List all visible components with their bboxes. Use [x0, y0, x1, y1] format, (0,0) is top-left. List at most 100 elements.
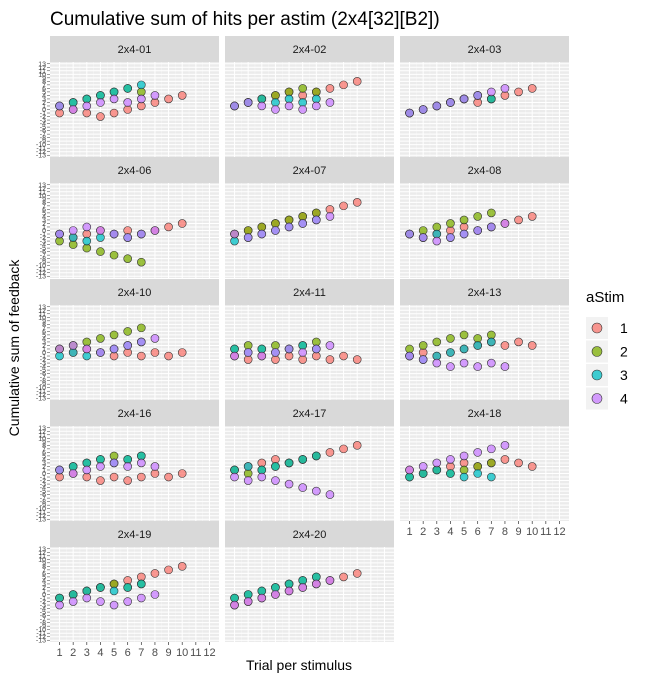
- y-tick-label: -13: [36, 638, 46, 645]
- data-point: [473, 212, 482, 221]
- y-tick-label: 4: [42, 93, 46, 100]
- data-point: [123, 476, 132, 485]
- facet-label: 2x4-11: [293, 287, 326, 299]
- y-tick-label: 1: [42, 103, 46, 110]
- y-tick-label: 2: [42, 100, 46, 107]
- data-point: [527, 341, 537, 350]
- y-tick-label: 4: [42, 336, 46, 343]
- x-tick-label: 5: [461, 526, 467, 538]
- y-tick-label: -12: [36, 513, 46, 520]
- data-point: [298, 105, 307, 114]
- y-tick-label: -4: [40, 242, 46, 249]
- y-tick-label: 5: [42, 89, 46, 96]
- y-tick-label: -10: [36, 142, 46, 149]
- y-tick-label: 0: [42, 107, 46, 114]
- data-point: [123, 98, 132, 107]
- data-point: [177, 348, 187, 357]
- facet-strip: [225, 400, 394, 426]
- y-tick-label: 7: [42, 82, 46, 89]
- y-tick-label: 7: [42, 567, 46, 574]
- y-tick-label: -2: [40, 235, 46, 242]
- y-tick-label: -3: [40, 239, 46, 246]
- data-point: [527, 212, 537, 221]
- data-point: [257, 101, 267, 111]
- legend-key: [591, 322, 603, 334]
- data-point: [257, 593, 267, 603]
- y-tick-label: -8: [40, 499, 46, 506]
- data-point: [177, 469, 187, 478]
- data-point: [137, 458, 146, 468]
- data-point: [271, 226, 280, 235]
- y-tick-label: 7: [42, 446, 46, 453]
- y-tick-label: 10: [38, 193, 46, 200]
- data-point: [527, 462, 537, 471]
- y-tick-label: -10: [36, 506, 46, 513]
- data-point: [123, 341, 132, 350]
- y-tick-label: 12: [38, 550, 46, 557]
- y-tick-label: -2: [40, 478, 46, 485]
- data-point: [487, 472, 496, 482]
- legend-title: aStim: [586, 289, 624, 306]
- data-point: [150, 569, 160, 578]
- data-point: [446, 219, 455, 228]
- legend-label: 2: [620, 344, 628, 360]
- data-point: [284, 479, 294, 489]
- data-point: [325, 448, 335, 457]
- facet-strip: [50, 400, 219, 426]
- data-point: [500, 455, 510, 464]
- y-tick-label: 10: [38, 557, 46, 564]
- data-point: [109, 229, 119, 239]
- x-tick-label: 4: [447, 526, 453, 538]
- y-tick-label: 3: [42, 339, 46, 346]
- legend-key: [591, 393, 603, 404]
- data-point: [487, 358, 496, 368]
- data-point: [312, 579, 321, 589]
- data-point: [487, 444, 496, 454]
- facet-panel: 2x4-06-13-12-11-10-9-8-7-6-5-4-3-2-10123…: [36, 157, 219, 281]
- y-tick-label: -11: [36, 631, 46, 638]
- data-point: [96, 583, 105, 592]
- y-tick-label: -2: [40, 114, 46, 121]
- data-point: [325, 355, 335, 364]
- y-tick-label: -10: [36, 263, 46, 270]
- y-tick-label: -4: [40, 485, 46, 492]
- data-point: [243, 476, 253, 485]
- data-point: [527, 84, 537, 93]
- data-point: [352, 77, 362, 86]
- data-point: [352, 198, 362, 207]
- data-point: [432, 458, 442, 468]
- x-axis-label: Trial per stimulus: [246, 657, 352, 673]
- facet-strip: [225, 36, 394, 62]
- data-point: [243, 233, 253, 242]
- data-point: [55, 465, 64, 475]
- x-tick-label: 8: [152, 647, 158, 659]
- y-tick-label: 0: [42, 228, 46, 235]
- y-tick-label: -7: [40, 496, 46, 503]
- y-tick-label: 0: [42, 350, 46, 357]
- data-point: [271, 462, 280, 471]
- y-tick-label: 1: [42, 588, 46, 595]
- facet-strip: [50, 279, 219, 305]
- x-tick-label: 12: [553, 526, 565, 538]
- facet-label: 2x4-01: [118, 44, 152, 56]
- data-point: [473, 469, 482, 478]
- facet-label: 2x4-18: [468, 408, 502, 420]
- facet-strip: [225, 279, 394, 305]
- facet-panel: 2x4-17: [225, 400, 394, 521]
- data-point: [500, 362, 510, 371]
- data-point: [325, 84, 335, 93]
- data-point: [164, 565, 173, 575]
- data-point: [109, 458, 119, 468]
- data-point: [473, 362, 482, 371]
- y-tick-label: 3: [42, 217, 46, 224]
- data-point: [339, 80, 348, 90]
- facet-strip: [225, 157, 394, 183]
- y-tick-label: -4: [40, 121, 46, 128]
- data-point: [312, 451, 321, 461]
- y-tick-label: -13: [36, 153, 46, 160]
- data-point: [459, 215, 469, 225]
- data-point: [500, 341, 510, 350]
- y-tick-label: -1: [40, 232, 46, 239]
- legend-key: [591, 346, 603, 357]
- y-tick-label: 8: [42, 443, 46, 450]
